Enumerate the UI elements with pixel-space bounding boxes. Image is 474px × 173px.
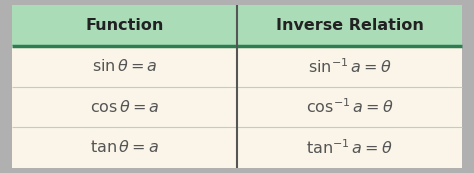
FancyBboxPatch shape — [12, 127, 237, 168]
Text: $\cos^{-1} a = \theta$: $\cos^{-1} a = \theta$ — [306, 97, 393, 116]
Text: Function: Function — [85, 18, 164, 33]
Text: $\sin^{-1} a = \theta$: $\sin^{-1} a = \theta$ — [308, 57, 392, 76]
FancyBboxPatch shape — [12, 5, 462, 168]
FancyBboxPatch shape — [237, 127, 462, 168]
Text: $\sin\theta = a$: $\sin\theta = a$ — [91, 58, 157, 74]
Text: $\cos\theta = a$: $\cos\theta = a$ — [90, 99, 159, 115]
FancyBboxPatch shape — [12, 86, 237, 127]
FancyBboxPatch shape — [237, 86, 462, 127]
Text: $\tan^{-1} a = \theta$: $\tan^{-1} a = \theta$ — [306, 138, 393, 157]
Text: Inverse Relation: Inverse Relation — [276, 18, 423, 33]
Text: $\tan\theta = a$: $\tan\theta = a$ — [90, 139, 159, 156]
FancyBboxPatch shape — [12, 5, 237, 46]
FancyBboxPatch shape — [12, 46, 237, 86]
FancyBboxPatch shape — [237, 5, 462, 46]
FancyBboxPatch shape — [237, 46, 462, 86]
